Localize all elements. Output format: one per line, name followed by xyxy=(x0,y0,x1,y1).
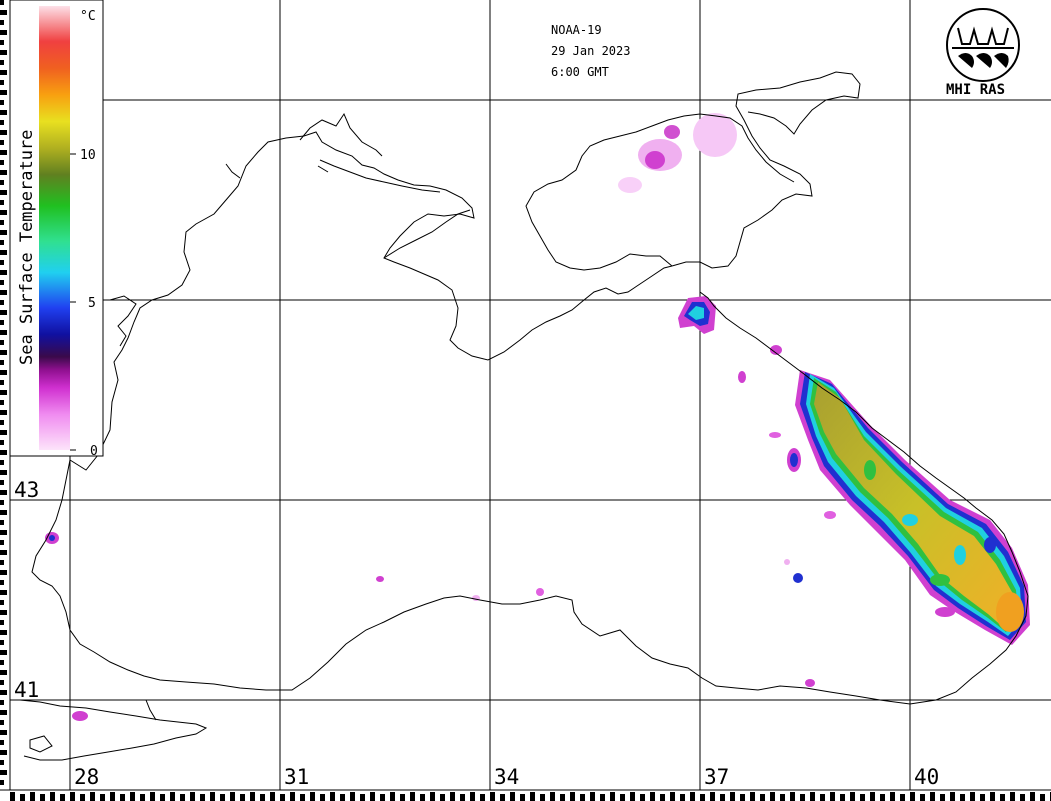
warm-plume xyxy=(795,370,1030,645)
lon-label-34: 34 xyxy=(494,765,519,789)
satellite-name: NOAA-19 xyxy=(551,23,602,37)
mhi-ras-logo: MHI RAS xyxy=(946,8,1020,98)
graticule xyxy=(10,0,1051,790)
legend-unit: °C xyxy=(80,9,96,24)
lat-labels: 43 41 xyxy=(14,478,39,702)
lat-label-41: 41 xyxy=(14,678,39,702)
kerch-warm-patch xyxy=(678,296,716,334)
left-ruler xyxy=(0,0,11,801)
lon-label-28: 28 xyxy=(74,765,99,789)
legend-tick-10: 10 xyxy=(80,148,96,163)
sst-legend: Sea Surface Temperature °C 0 5 10 xyxy=(9,0,104,459)
legend-title: Sea Surface Temperature xyxy=(17,130,37,365)
lat-label-43: 43 xyxy=(14,478,39,502)
lon-labels: 28 31 34 37 40 xyxy=(74,765,939,789)
image-info: NOAA-19 29 Jan 2023 6:00 GMT xyxy=(551,23,630,79)
lon-label-37: 37 xyxy=(704,765,729,789)
legend-tick-5: 5 xyxy=(88,296,96,311)
legend-color-bar xyxy=(39,6,70,450)
legend-tick-0: 0 xyxy=(90,444,98,459)
bottom-ruler xyxy=(0,789,1051,801)
lon-label-40: 40 xyxy=(914,765,939,789)
image-date: 29 Jan 2023 xyxy=(551,44,630,58)
logo-text: MHI RAS xyxy=(946,82,1005,98)
coastline xyxy=(19,71,1029,761)
lon-label-31: 31 xyxy=(284,765,309,789)
cold-water-patches xyxy=(45,113,955,721)
image-time: 6:00 GMT xyxy=(551,65,609,79)
